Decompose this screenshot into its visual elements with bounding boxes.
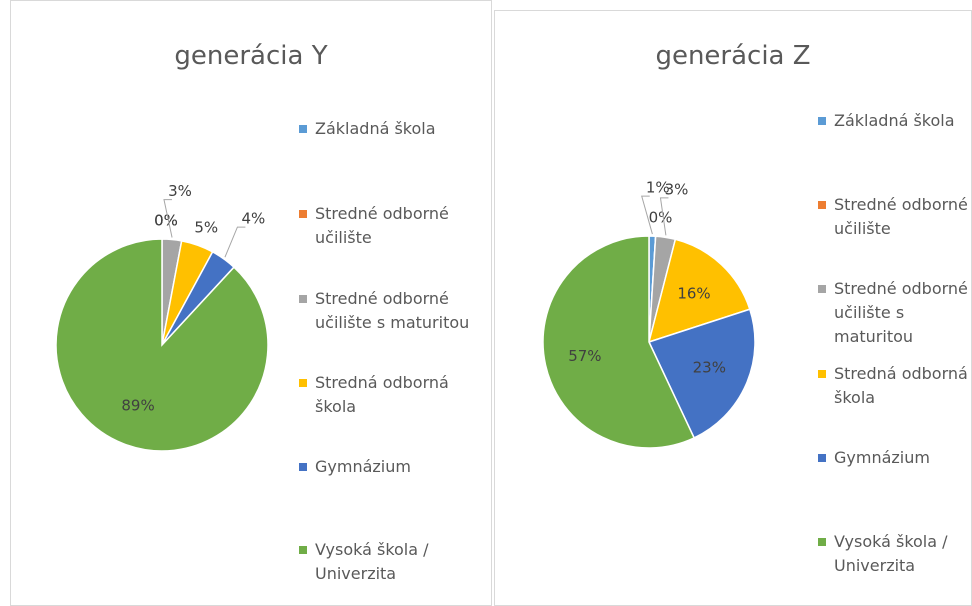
data-label: 16% [677, 285, 710, 303]
legend-label: Základná škola [834, 111, 955, 130]
legend-swatch [299, 379, 307, 387]
data-label: 3% [665, 180, 689, 198]
pie-svg: 1% 0% 3% 16% 23% 57% [542, 179, 756, 449]
legend-item: Stredné odborné učilište [299, 202, 490, 250]
chart-title: generácia Z [655, 41, 811, 71]
legend-label: Stredná odborná škola [834, 364, 968, 407]
legend-label: Gymnázium [834, 448, 930, 467]
pie-slice [542, 235, 696, 449]
legend-item: Základná škola [818, 109, 972, 133]
legend-label: Základná škola [315, 119, 436, 138]
legend-label: Stredné odborné učilište s maturitou [315, 289, 470, 332]
legend-swatch [818, 370, 826, 378]
legend-label: Stredné odborné učilište s maturitou [834, 279, 968, 346]
legend-label: Stredné odborné učilište [315, 204, 449, 247]
legend-swatch [818, 285, 826, 293]
legend-label: Stredné odborné učilište [834, 195, 968, 238]
data-label: 3% [168, 182, 192, 200]
data-label: 5% [194, 218, 218, 236]
legend-swatch [818, 454, 826, 462]
data-label: 1% [646, 179, 670, 197]
legend-item: Vysoká škola / Univerzita [818, 530, 972, 578]
legend-swatch [299, 546, 307, 554]
pie-slice [55, 238, 269, 452]
legend-item: Stredná odborná škola [299, 371, 490, 419]
data-label: 0% [649, 209, 673, 227]
legend-item: Stredná odborná škola [818, 362, 972, 410]
data-label: 4% [242, 210, 266, 228]
pie-svg: 0%0%3%5% 4%89% [55, 182, 269, 452]
pie-slice [647, 308, 756, 439]
legend-item: Stredné odborné učilište [818, 193, 972, 241]
legend-swatch [818, 117, 826, 125]
legend-swatch [818, 538, 826, 546]
legend-item: Gymnázium [818, 446, 972, 470]
leader-line [641, 195, 653, 235]
legend-label: Gymnázium [315, 457, 411, 476]
legend-swatch [299, 125, 307, 133]
legend-item: Gymnázium [299, 455, 490, 479]
legend-label: Vysoká škola / Univerzita [315, 540, 429, 583]
legend-item: Vysoká škola / Univerzita [299, 538, 490, 586]
legend-label: Vysoká škola / Univerzita [834, 532, 948, 575]
legend-item: Stredné odborné učilište s maturitou [818, 277, 972, 349]
chart-panel: generácia Y 0% 0% 3% 5% 4% 89% Základná škola S… [10, 0, 492, 606]
data-label: 89% [121, 397, 154, 415]
leader-line [224, 226, 246, 258]
pie-slice [647, 238, 751, 344]
legend-label: Stredná odborná škola [315, 373, 449, 416]
chart-panel: generácia Z 1% 0% 3% 16% 23% 57% Základná škol… [494, 10, 972, 606]
legend-item: Základná škola [299, 117, 490, 141]
legend-item: Stredné odborné učilište s maturitou [299, 287, 490, 335]
legend-swatch [818, 201, 826, 209]
data-label: 0% [154, 212, 178, 230]
legend-swatch [299, 463, 307, 471]
data-label: 23% [693, 359, 726, 377]
chart-title: generácia Y [174, 41, 328, 71]
legend-swatch [299, 210, 307, 218]
data-label: 0% [154, 212, 178, 230]
legend-swatch [299, 295, 307, 303]
leader-line [163, 199, 173, 238]
leader-line [659, 197, 669, 236]
data-label: 57% [568, 347, 601, 365]
